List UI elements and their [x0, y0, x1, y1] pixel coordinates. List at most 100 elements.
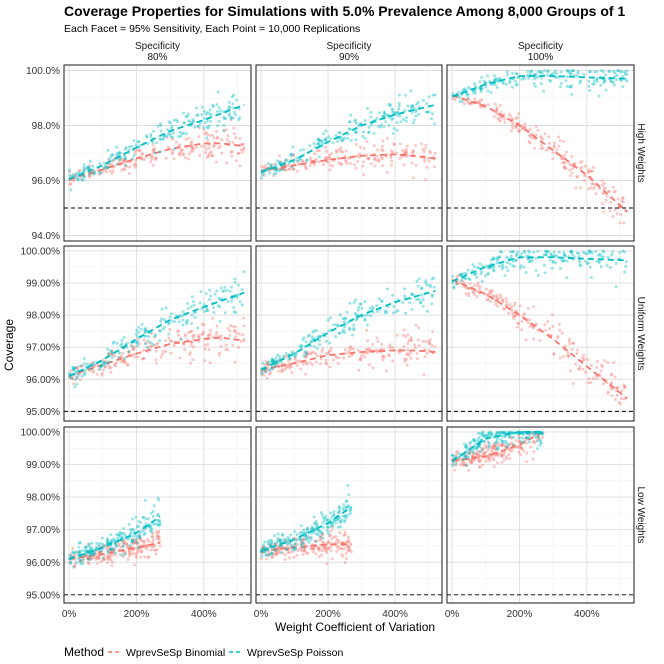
data-point — [299, 367, 303, 371]
data-point — [85, 553, 89, 557]
data-point — [188, 351, 192, 355]
data-point — [169, 351, 173, 355]
data-point — [471, 290, 475, 294]
data-point — [118, 351, 122, 355]
data-point — [241, 142, 245, 146]
data-point — [260, 551, 264, 555]
data-point — [129, 545, 133, 549]
data-point — [505, 456, 509, 460]
data-point — [149, 524, 153, 528]
data-point — [565, 85, 569, 88]
data-point — [552, 71, 556, 75]
data-point — [592, 79, 596, 83]
data-point — [582, 72, 586, 76]
data-point — [451, 275, 455, 279]
data-point — [202, 109, 206, 113]
data-point — [151, 545, 155, 549]
data-point — [543, 132, 547, 136]
data-point — [394, 310, 398, 314]
data-point — [310, 525, 314, 529]
data-point — [105, 539, 109, 543]
data-point — [348, 301, 352, 305]
data-point — [144, 517, 148, 521]
data-point — [416, 284, 420, 288]
data-point — [520, 447, 524, 451]
data-point — [518, 436, 522, 440]
data-point — [536, 435, 540, 439]
data-point — [178, 356, 182, 360]
data-point — [264, 553, 268, 557]
data-point — [416, 338, 420, 342]
data-point — [511, 431, 515, 435]
data-point — [466, 286, 470, 290]
data-point — [468, 102, 472, 106]
data-point — [388, 345, 392, 349]
data-point — [305, 352, 309, 356]
data-point — [499, 111, 503, 115]
data-point — [137, 534, 141, 538]
data-point — [217, 119, 221, 123]
data-point — [283, 354, 287, 358]
data-point — [136, 524, 140, 528]
data-point — [517, 433, 521, 437]
data-point — [616, 69, 620, 73]
data-point — [354, 313, 358, 317]
data-point — [521, 431, 525, 435]
data-point — [143, 327, 147, 331]
data-point — [482, 452, 486, 456]
data-point — [488, 266, 492, 270]
data-point — [189, 330, 193, 334]
data-point — [539, 135, 543, 139]
data-point — [402, 345, 406, 349]
data-point — [137, 140, 141, 144]
data-point — [284, 168, 288, 172]
data-point — [352, 301, 356, 305]
data-point — [270, 366, 274, 370]
data-point — [522, 449, 526, 453]
data-point — [471, 448, 475, 452]
data-point — [571, 341, 575, 345]
data-point — [455, 282, 459, 286]
data-point — [588, 70, 592, 74]
data-point — [318, 535, 322, 539]
data-point — [316, 528, 320, 532]
data-point — [522, 125, 526, 129]
data-point — [427, 110, 431, 114]
data-point — [312, 329, 316, 333]
y-axis-title: Coverage — [2, 319, 16, 371]
data-point — [188, 353, 192, 357]
data-point — [376, 124, 380, 128]
data-point — [473, 283, 477, 287]
data-point — [610, 253, 613, 257]
data-point — [151, 343, 155, 347]
data-point — [319, 537, 323, 541]
data-point — [332, 513, 336, 517]
data-point — [136, 140, 140, 144]
data-point — [329, 533, 333, 537]
data-point — [108, 555, 112, 559]
data-point — [520, 430, 524, 434]
data-point — [311, 547, 315, 551]
data-point — [137, 534, 141, 538]
data-point — [492, 454, 496, 458]
data-point — [485, 293, 489, 297]
data-point — [304, 535, 308, 539]
data-point — [433, 93, 437, 97]
data-point — [196, 113, 200, 117]
data-point — [587, 251, 591, 255]
data-point — [452, 285, 456, 289]
trend-line-poisson — [451, 256, 628, 283]
data-point — [102, 165, 106, 169]
data-point — [165, 136, 169, 140]
data-point — [482, 79, 486, 83]
data-point — [219, 334, 223, 338]
facet-panel — [255, 426, 443, 604]
data-point — [488, 459, 492, 463]
data-point — [505, 300, 509, 304]
data-point — [122, 359, 126, 363]
data-point — [425, 165, 429, 169]
data-point — [459, 273, 463, 277]
data-point — [601, 70, 605, 74]
data-point — [141, 348, 145, 352]
data-point — [195, 145, 199, 149]
